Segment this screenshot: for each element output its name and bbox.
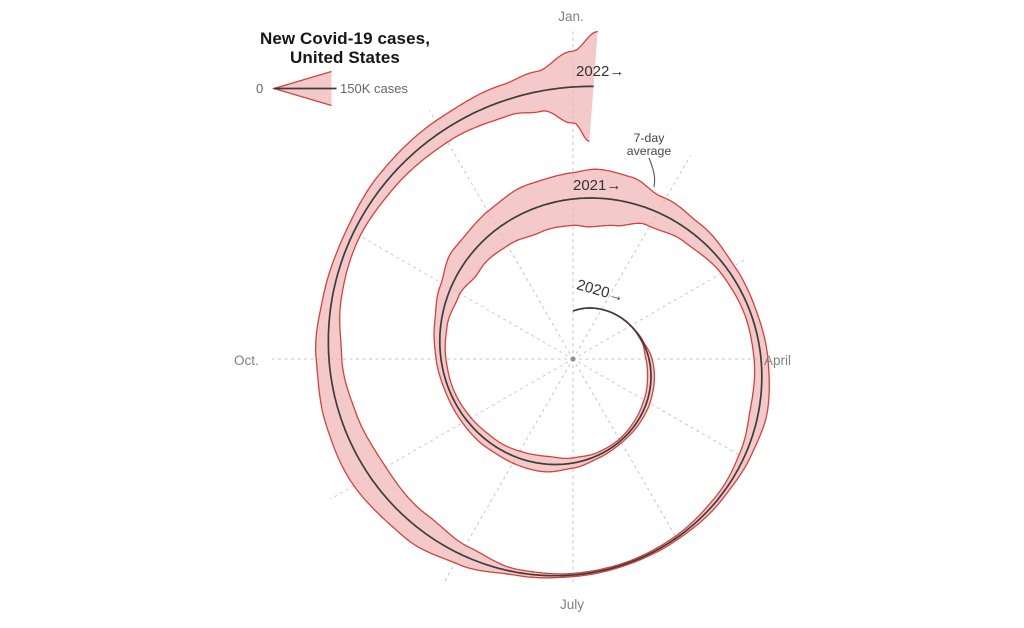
chart-title: New Covid-19 cases, United States (260, 29, 430, 67)
center-dot (570, 356, 576, 362)
chart-title-line2: United States (290, 48, 400, 67)
annotation-leader-line (648, 157, 656, 188)
annotation-line1: 7-day (633, 131, 665, 145)
month-label-oct: Oct. (234, 353, 259, 368)
legend-max-label: 150K cases (340, 81, 408, 96)
month-label-july: July (559, 597, 585, 612)
month-label-april: April (764, 353, 792, 368)
year-label-2022: 2022→ (576, 63, 625, 80)
annotation-line2: average (626, 144, 672, 158)
month-label-jan: Jan. (558, 9, 584, 24)
chart-title-line1: New Covid-19 cases, (259, 29, 431, 48)
legend-zero-label: 0 (256, 81, 264, 96)
seven-day-average-annotation: 7-day average (617, 132, 681, 158)
year-label-2021: 2021→ (573, 177, 622, 194)
legend-wedge (271, 70, 337, 107)
case-band (314, 30, 770, 579)
